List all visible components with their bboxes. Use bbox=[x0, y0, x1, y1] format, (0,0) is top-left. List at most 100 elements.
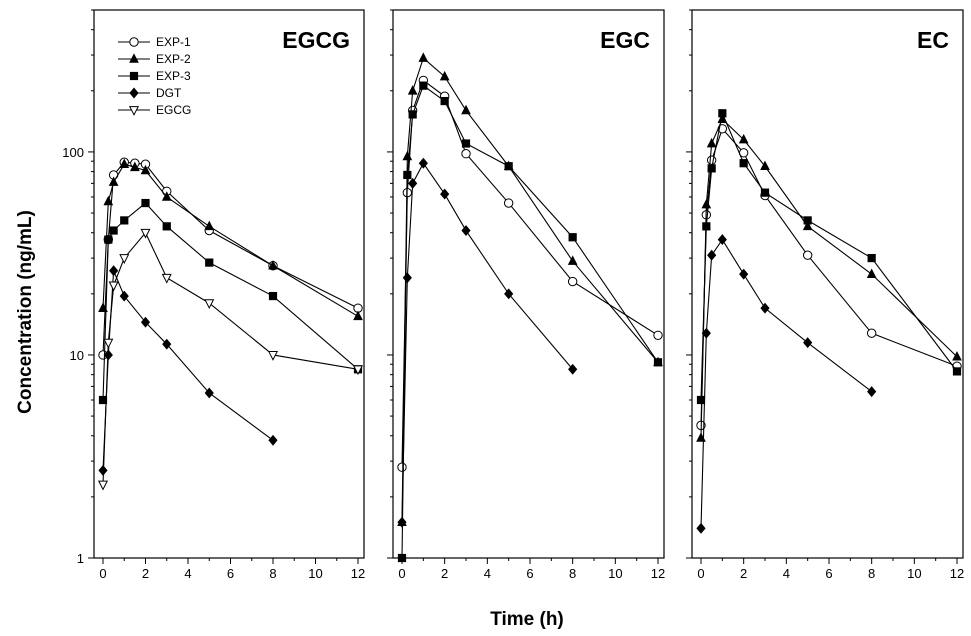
series-dgt bbox=[696, 234, 877, 534]
legend-marker bbox=[129, 71, 139, 81]
x-tick-label: 6 bbox=[526, 566, 533, 581]
panel-egcg: EGCG 0 2 4 6 8 10 12 1 10 100 bbox=[62, 9, 365, 581]
data-point bbox=[140, 316, 151, 328]
series-line bbox=[700, 238, 873, 529]
data-point bbox=[108, 281, 119, 292]
data-point bbox=[461, 149, 471, 159]
series-exp-2 bbox=[696, 113, 962, 442]
data-point bbox=[866, 268, 877, 278]
data-point bbox=[567, 255, 578, 265]
data-point bbox=[440, 96, 449, 106]
data-point bbox=[568, 363, 578, 375]
data-point bbox=[397, 516, 407, 528]
data-point bbox=[653, 358, 663, 367]
y-axis-label: Concentration (ng/mL) bbox=[15, 210, 36, 414]
x-tick-label: 10 bbox=[907, 566, 921, 581]
data-point bbox=[439, 70, 450, 81]
data-point bbox=[503, 198, 514, 208]
legend-entry-egcg: EGCG bbox=[118, 103, 191, 117]
series-line bbox=[102, 231, 359, 485]
x-tick-label: 0 bbox=[398, 566, 405, 581]
x-tick-label: 12 bbox=[651, 566, 665, 581]
x-tick-label: 0 bbox=[697, 566, 704, 581]
x-tick-label: 6 bbox=[227, 566, 234, 581]
data-point bbox=[952, 367, 962, 376]
data-point bbox=[140, 228, 151, 239]
data-point bbox=[702, 222, 711, 231]
data-point bbox=[504, 162, 513, 171]
data-point bbox=[268, 434, 278, 446]
x-tick-label: 8 bbox=[269, 566, 276, 581]
legend-label: EGCG bbox=[156, 103, 191, 117]
legend-label: DGT bbox=[156, 86, 182, 100]
data-point bbox=[402, 272, 412, 284]
data-point bbox=[103, 338, 114, 349]
legend-entry-exp-3: EXP-3 bbox=[118, 69, 191, 83]
data-point bbox=[568, 233, 577, 242]
legend: EXP-1 EXP-2 EXP-3 DGT EGCG bbox=[118, 35, 191, 117]
panel-frame bbox=[392, 9, 665, 559]
data-point bbox=[803, 337, 813, 349]
series-exp-2 bbox=[98, 158, 363, 321]
series-line bbox=[401, 57, 659, 523]
data-point bbox=[141, 198, 150, 208]
legend-marker bbox=[129, 53, 139, 63]
x-axis-label: Time (h) bbox=[490, 609, 564, 630]
series-dgt bbox=[397, 157, 578, 528]
data-point bbox=[162, 222, 171, 231]
x-tick-label: 2 bbox=[441, 566, 448, 581]
panel-title: EC bbox=[917, 27, 949, 53]
data-point bbox=[408, 110, 417, 119]
data-point bbox=[267, 351, 279, 361]
data-point bbox=[418, 52, 429, 62]
data-point bbox=[161, 191, 172, 201]
data-point bbox=[803, 216, 812, 225]
legend-entry-exp-1: EXP-1 bbox=[118, 35, 191, 49]
data-point bbox=[120, 216, 129, 225]
data-point bbox=[397, 553, 407, 563]
data-point bbox=[717, 234, 727, 246]
legend-marker bbox=[129, 37, 139, 47]
data-point bbox=[866, 328, 877, 338]
data-point bbox=[119, 254, 130, 264]
series-exp-1 bbox=[397, 75, 663, 472]
data-point bbox=[408, 177, 418, 189]
series-dgt bbox=[98, 265, 278, 476]
series-line bbox=[700, 111, 958, 401]
x-tick-label: 4 bbox=[484, 566, 491, 581]
x-tick-label: 4 bbox=[184, 566, 191, 581]
data-point bbox=[140, 164, 151, 175]
y-tick-label: 100 bbox=[62, 145, 84, 160]
data-point bbox=[707, 164, 716, 173]
data-point bbox=[403, 170, 412, 180]
panel-title: EGC bbox=[600, 27, 650, 53]
series-line bbox=[102, 163, 359, 317]
series-line bbox=[401, 84, 659, 559]
series-exp-3 bbox=[98, 198, 363, 405]
x-tick-label: 8 bbox=[569, 566, 576, 581]
data-point bbox=[718, 109, 727, 118]
series-line bbox=[700, 127, 958, 426]
data-point bbox=[98, 302, 108, 312]
series-line bbox=[102, 161, 359, 355]
data-point bbox=[701, 327, 711, 339]
legend-marker bbox=[128, 106, 140, 116]
data-point bbox=[407, 85, 418, 95]
data-point bbox=[204, 387, 214, 399]
legend-entry-dgt: DGT bbox=[118, 86, 182, 100]
legend-label: EXP-3 bbox=[156, 69, 191, 83]
data-point bbox=[802, 250, 813, 260]
x-tick-label: 4 bbox=[783, 566, 790, 581]
data-point bbox=[461, 104, 471, 115]
data-point bbox=[461, 225, 471, 237]
panel-title: EGCG bbox=[282, 27, 350, 53]
data-point bbox=[108, 176, 119, 186]
data-point bbox=[739, 268, 749, 280]
data-point bbox=[205, 258, 214, 267]
data-point bbox=[104, 235, 113, 244]
data-point bbox=[119, 158, 130, 168]
data-point bbox=[98, 395, 108, 405]
data-point bbox=[952, 351, 962, 361]
